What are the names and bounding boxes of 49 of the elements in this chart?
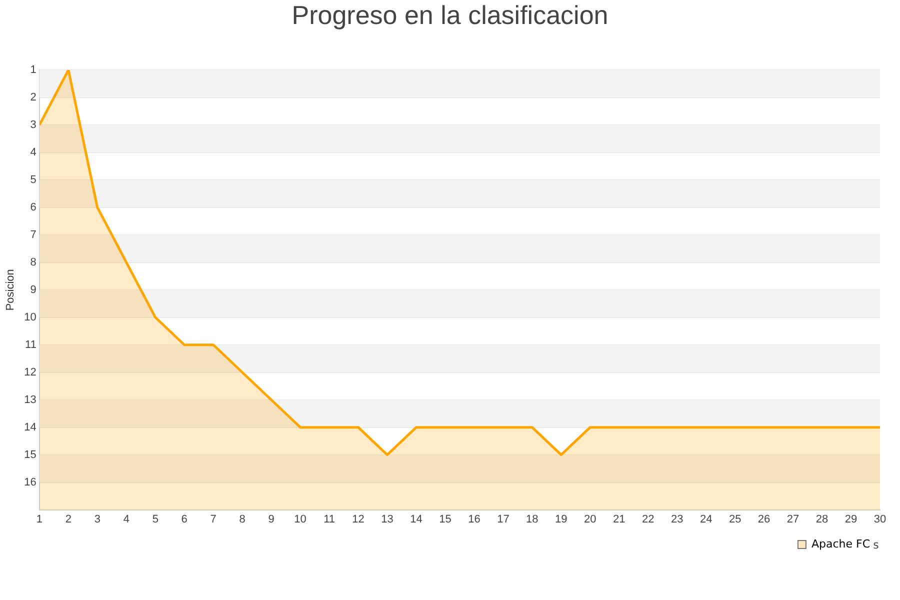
x-tick-label: 10 [294,513,306,526]
x-tick-label: 22 [642,513,654,526]
x-tick-label: 13 [381,513,394,526]
x-tick-label: 19 [555,513,568,526]
x-tick-label: 4 [123,513,130,526]
x-tick-label: 23 [670,513,684,526]
y-tick-label: 6 [30,201,36,214]
y-tick-label: 12 [24,366,36,378]
y-tick-label: 14 [24,421,36,434]
y-tick-label: 8 [30,256,36,268]
y-tick-label: 1 [30,64,36,76]
x-tick-label: 29 [844,513,858,526]
y-axis-title: Posicion [4,269,17,311]
y-tick-label: 5 [30,174,36,186]
x-tick-label: 24 [700,513,712,526]
x-tick-label: 11 [324,513,335,526]
x-tick-label: 2 [65,513,72,526]
y-tick-label: 10 [24,311,36,324]
chart-title: Progreso en la clasificacion [290,0,610,31]
y-tick-label: 9 [30,284,36,296]
x-tick-label: 18 [526,513,538,526]
x-tick-label: 9 [268,513,274,526]
legend-label: Apache FC [811,537,870,550]
x-tick-label: 12 [352,513,364,526]
x-tick-label: 17 [497,513,510,526]
x-tick-label: 3 [94,513,100,526]
y-tick-label: 7 [30,228,36,241]
y-tick-label: 16 [24,476,36,488]
x-tick-label: 5 [152,513,158,526]
x-tick-label: 30 [874,513,886,526]
x-tick-label: 8 [239,513,246,526]
x-tick-label: 15 [439,513,452,526]
x-tick-label: 6 [181,513,188,526]
x-tick-label: 28 [816,513,828,526]
x-tick-label: 21 [613,513,626,526]
y-tick-label: 13 [24,394,36,406]
x-tick-label: 20 [584,513,596,526]
x-tick-label: 27 [786,513,800,526]
x-tick-label: 7 [210,513,216,526]
y-tick-label: 15 [24,448,36,461]
x-tick-label: 26 [758,513,770,526]
x-tick-label: 16 [468,513,480,526]
x-tick-label: 14 [410,513,422,526]
y-tick-label: 4 [30,146,36,158]
x-tick-label: 25 [728,513,742,526]
y-tick-label: 2 [30,92,36,104]
y-tick-label: 11 [25,338,36,351]
y-tick-label: 3 [30,119,36,132]
x-axis-title: s [873,538,880,552]
